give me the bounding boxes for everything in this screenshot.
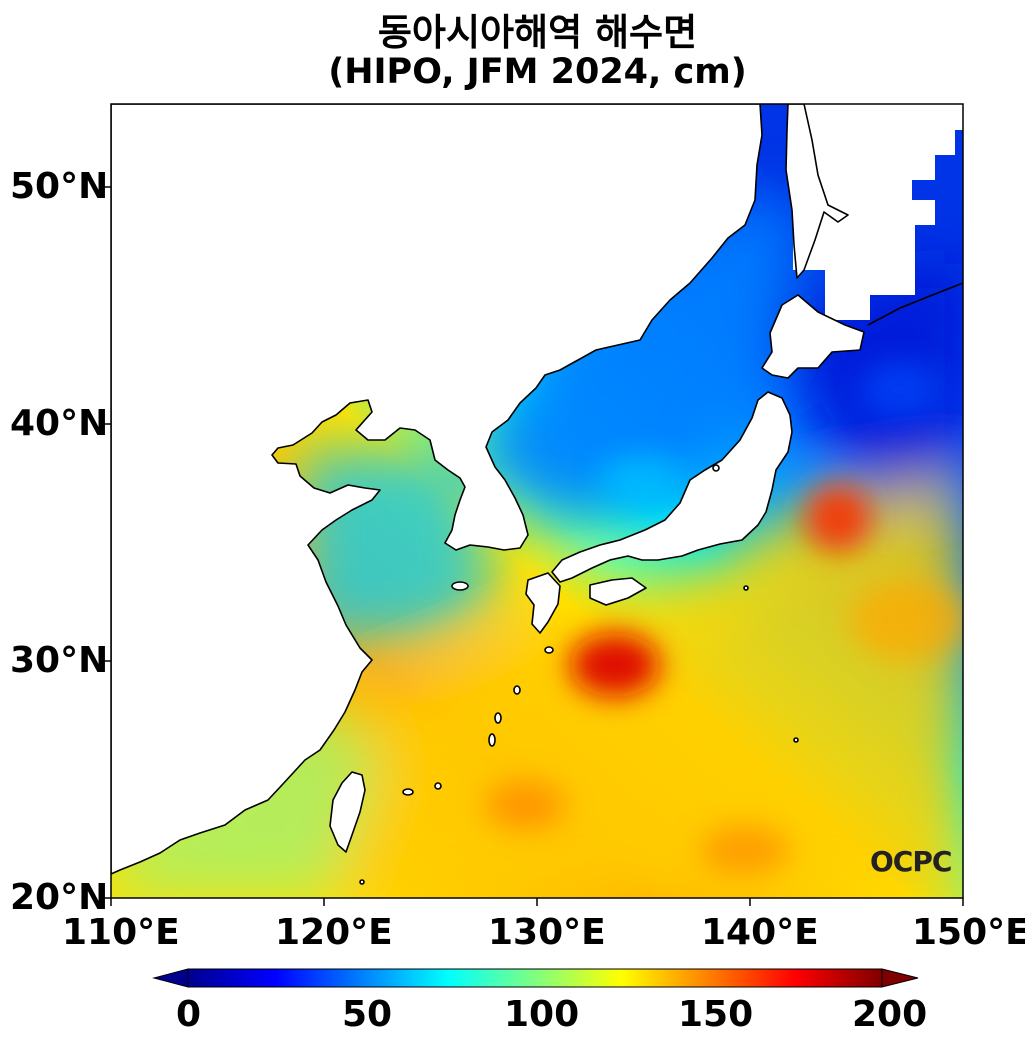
lat-label-50n: 50°N [10, 166, 109, 207]
colorbar-label-50: 50 [342, 994, 393, 1035]
lat-label-40n: 40°N [10, 403, 109, 444]
map-subtitle: (HIPO, JFM 2024, cm) [328, 52, 747, 92]
lon-label-130e: 130°E [488, 912, 606, 953]
axis-ticks [103, 186, 964, 906]
lon-label-140e: 140°E [701, 912, 819, 953]
map-title: 동아시아해역 해수면 [377, 11, 698, 54]
sea-surface-field [111, 104, 963, 898]
colorbar-label-200: 200 [852, 994, 928, 1035]
lat-label-20n: 20°N [10, 877, 109, 918]
lat-label-30n: 30°N [10, 640, 109, 681]
lon-label-120e: 120°E [275, 912, 393, 953]
colorbar-label-150: 150 [678, 994, 754, 1035]
ocpc-logo: OCPC [870, 845, 952, 878]
colorbar-label-100: 100 [504, 994, 580, 1035]
land-mass [111, 104, 865, 885]
kuril-islands [867, 282, 963, 326]
lon-label-110e: 110°E [62, 912, 180, 953]
colorbar-label-0: 0 [176, 994, 202, 1035]
colorbar [152, 968, 919, 988]
lon-label-150e: 150°E [912, 912, 1025, 953]
